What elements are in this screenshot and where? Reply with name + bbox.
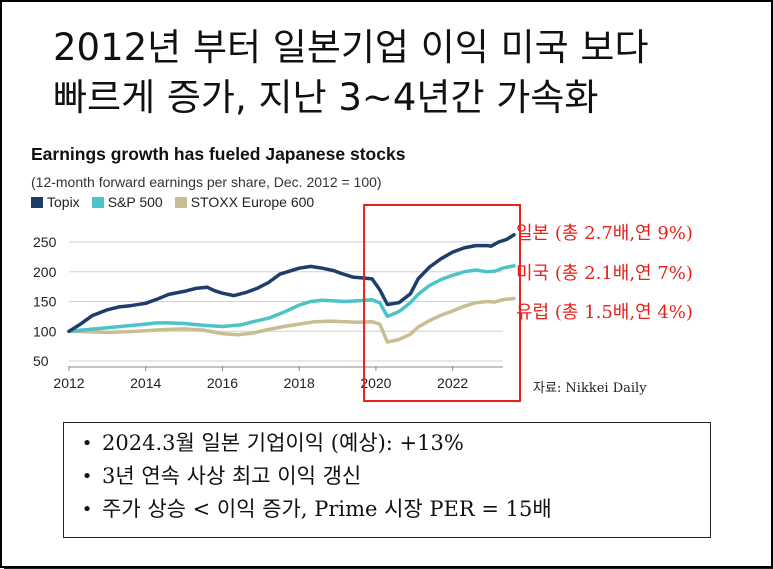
bullet-text: 2024.3월 일본 기업이익 (예상): +13% xyxy=(102,431,464,455)
annotation-us: 미국 (총 2.1배,연 7%) xyxy=(516,263,693,284)
chart-legend: Topix S&P 500 STOXX Europe 600 xyxy=(31,194,314,210)
title-line-2: 빠르게 증가, 지난 3~4년간 가속화 xyxy=(53,76,599,119)
legend-label-sp500: S&P 500 xyxy=(107,194,163,210)
x-tick-label: 2020 xyxy=(360,375,391,391)
bullet-item: • 3년 연속 사상 최고 이익 갱신 xyxy=(72,460,700,493)
series-line-stoxx xyxy=(67,296,516,344)
y-tick-label: 200 xyxy=(33,264,57,280)
y-tick-label: 250 xyxy=(33,234,57,250)
highlight-box xyxy=(363,204,522,402)
bullet-marker: • xyxy=(81,499,93,520)
source-note: 자료: Nikkei Daily xyxy=(533,381,647,396)
annotation-japan: 일본 (총 2.7배,연 9%) xyxy=(516,223,693,244)
x-tick-label: 2014 xyxy=(130,375,161,391)
legend-swatch-topix xyxy=(31,196,43,208)
legend-label-stoxx: STOXX Europe 600 xyxy=(190,194,315,210)
chart-subtitle: (12-month forward earnings per share, De… xyxy=(31,174,382,190)
legend-swatch-sp500 xyxy=(91,196,104,208)
bullet-box: • 2024.3월 일본 기업이익 (예상): +13% • 3년 연속 사상 … xyxy=(63,422,711,538)
legend-item-stoxx: STOXX Europe 600 xyxy=(174,194,315,210)
series-line-sp500 xyxy=(67,264,516,334)
x-tick-label: 2012 xyxy=(53,375,84,391)
bullet-text: 3년 연속 사상 최고 이익 갱신 xyxy=(102,464,362,488)
bullet-item: • 2024.3월 일본 기업이익 (예상): +13% xyxy=(72,427,700,460)
title-line-1: 2012년 부터 일본기업 이익 미국 보다 xyxy=(53,26,649,69)
x-tick-label: 2022 xyxy=(437,375,468,391)
bullet-marker: • xyxy=(81,433,93,454)
bullet-marker: • xyxy=(81,466,93,487)
x-tick-label: 2016 xyxy=(207,375,238,391)
y-tick-label: 100 xyxy=(33,323,57,339)
legend-item-sp500: S&P 500 xyxy=(91,194,163,210)
legend-item-topix: Topix xyxy=(31,194,80,210)
bullet-item: • 주가 상승 < 이익 증가, Prime 시장 PER = 15배 xyxy=(72,493,700,526)
chart-title: Earnings growth has fueled Japanese stoc… xyxy=(31,144,406,164)
bullet-text: 주가 상승 < 이익 증가, Prime 시장 PER = 15배 xyxy=(102,497,552,521)
x-tick-label: 2018 xyxy=(284,375,315,391)
annotation-europe: 유럽 (총 1.5배,연 4%) xyxy=(516,302,693,323)
legend-label-topix: Topix xyxy=(47,194,80,210)
series-line-topix xyxy=(67,233,516,334)
y-tick-label: 50 xyxy=(33,353,49,369)
legend-swatch-stoxx xyxy=(174,196,187,208)
y-tick-label: 150 xyxy=(33,294,57,310)
slide-title: 2012년 부터 일본기업 이익 미국 보다 빠르게 증가, 지난 3~4년간 … xyxy=(53,23,753,123)
